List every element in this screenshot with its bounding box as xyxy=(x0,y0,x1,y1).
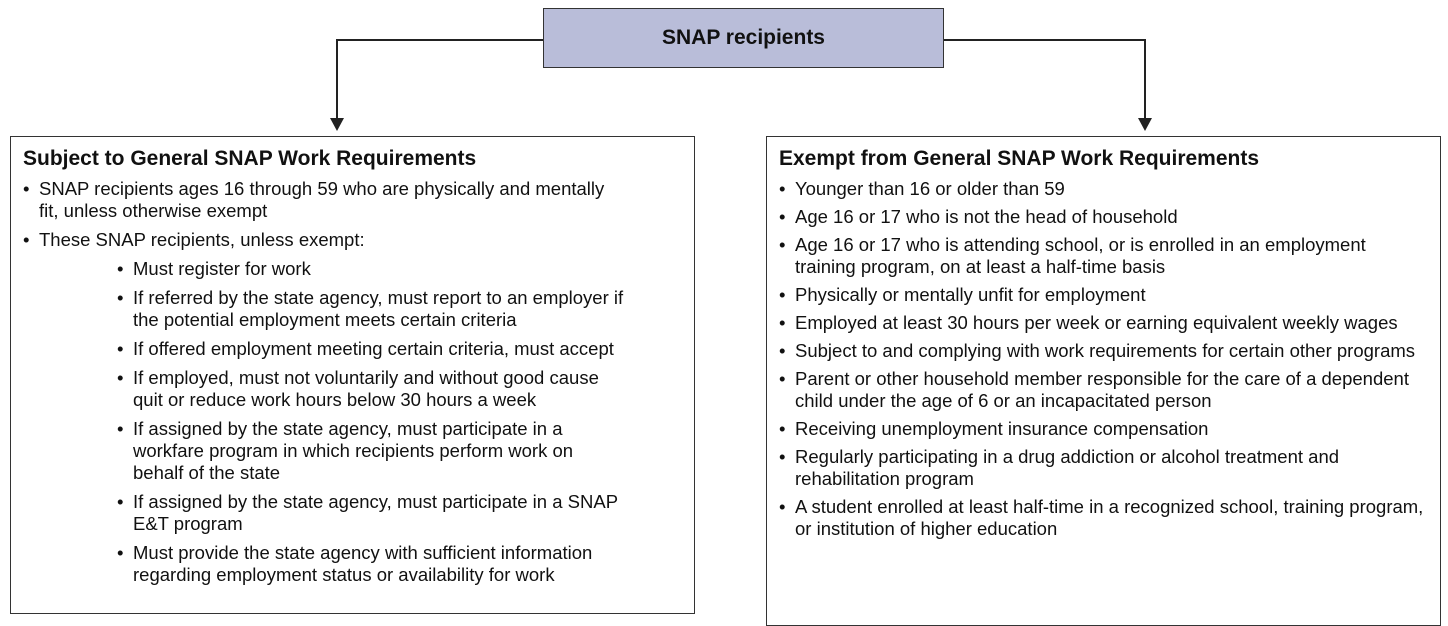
arrowhead xyxy=(1138,118,1152,131)
sub-item: If assigned by the state agency, must pa… xyxy=(117,418,624,484)
arrowhead xyxy=(330,118,344,131)
exempt-box: Exempt from General SNAP Work Requiremen… xyxy=(766,136,1441,626)
sub-item: If employed, must not voluntarily and wi… xyxy=(117,367,624,411)
list-item: Employed at least 30 hours per week or e… xyxy=(779,312,1440,334)
sub-item: If assigned by the state agency, must pa… xyxy=(117,491,624,535)
sub-item: Must provide the state agency with suffi… xyxy=(117,542,624,586)
list-item: Receiving unemployment insurance compens… xyxy=(779,418,1440,440)
list-item: A student enrolled at least half-time in… xyxy=(779,496,1440,540)
sub-list: Must register for work If referred by the… xyxy=(117,258,624,586)
sub-item: If offered employment meeting certain cr… xyxy=(117,338,624,360)
list-item: Age 16 or 17 who is attending school, or… xyxy=(779,234,1440,278)
list: SNAP recipients ages 16 through 59 who a… xyxy=(23,178,694,586)
connector-right xyxy=(944,39,1146,118)
list-item: Younger than 16 or older than 59 xyxy=(779,178,1440,200)
heading: Subject to General SNAP Work Requirement… xyxy=(23,147,477,170)
list: Younger than 16 or older than 59 Age 16 o… xyxy=(779,178,1440,540)
item-text: SNAP recipients ages 16 through 59 who a… xyxy=(39,178,605,221)
list-item: Subject to and complying with work requi… xyxy=(779,340,1440,362)
subject-box: Subject to General SNAP Work Requirement… xyxy=(10,136,695,614)
sub-item: If referred by the state agency, must re… xyxy=(117,287,624,331)
connector-left xyxy=(336,39,543,118)
list-item: SNAP recipients ages 16 through 59 who a… xyxy=(23,178,694,222)
list-item: Parent or other household member respons… xyxy=(779,368,1440,412)
sub-item: Must register for work xyxy=(117,258,624,280)
root-node: SNAP recipients xyxy=(543,8,944,68)
list-item: Regularly participating in a drug addict… xyxy=(779,446,1440,490)
heading: Exempt from General SNAP Work Requiremen… xyxy=(779,147,1260,170)
list-item: Physically or mentally unfit for employm… xyxy=(779,284,1440,306)
item-text: These SNAP recipients, unless exempt: xyxy=(39,229,365,250)
list-item: Age 16 or 17 who is not the head of hous… xyxy=(779,206,1440,228)
list-item: These SNAP recipients, unless exempt: Mus… xyxy=(23,229,694,586)
